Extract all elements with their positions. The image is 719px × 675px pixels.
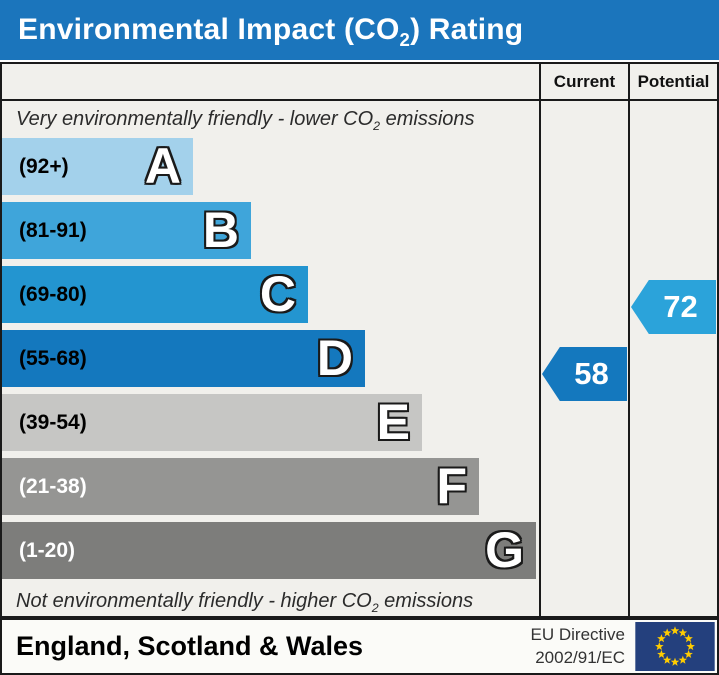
top-note: Very environmentally friendly - lower CO… xyxy=(16,108,475,133)
band-letter: B xyxy=(202,202,239,258)
band-letter: F xyxy=(436,458,467,514)
bands-column: Very environmentally friendly - lower CO… xyxy=(2,101,539,616)
band-range-label: (69-80) xyxy=(19,282,87,306)
band-row-a: (92+) A xyxy=(2,138,539,202)
band-bar-e: (39-54) E xyxy=(2,394,422,451)
band-bar-a: (92+) A xyxy=(2,138,193,195)
eu-flag-icon xyxy=(635,622,715,671)
band-row-g: (1-20) G xyxy=(2,522,539,586)
band-list: (92+) A (81-91) B (69-80) C xyxy=(2,138,539,586)
region-label: England, Scotland & Wales xyxy=(16,631,364,661)
band-range-label: (1-20) xyxy=(19,538,76,562)
eu-directive-text: EU Directive 2002/91/EC xyxy=(530,625,625,667)
band-range-label: (55-68) xyxy=(19,346,87,370)
potential-column-header: Potential xyxy=(628,64,717,101)
band-letter: A xyxy=(144,138,181,194)
band-letter: G xyxy=(485,522,524,578)
band-letter: D xyxy=(316,330,353,386)
bottom-note: Not environmentally friendly - higher CO… xyxy=(16,589,474,615)
band-bar-d: (55-68) D xyxy=(2,330,365,387)
band-letter: C xyxy=(259,266,296,322)
band-row-c: (69-80) C xyxy=(2,266,539,330)
band-range-label: (39-54) xyxy=(19,410,87,434)
band-range-label: (81-91) xyxy=(19,218,87,242)
band-bar-f: (21-38) F xyxy=(2,458,479,515)
band-bar-g: (1-20) G xyxy=(2,522,536,579)
current-value: 58 xyxy=(574,356,609,391)
chart-title-bar: Environmental Impact (CO2) Rating xyxy=(0,0,719,60)
potential-value: 72 xyxy=(663,289,698,324)
band-row-d: (55-68) D xyxy=(2,330,539,394)
rating-chart: Current Potential Very environmentally f… xyxy=(0,62,719,618)
current-column-header: Current xyxy=(539,64,628,101)
current-column: 58 xyxy=(539,101,628,616)
band-bar-c: (69-80) C xyxy=(2,266,308,323)
chart-title: Environmental Impact (CO2) Rating xyxy=(18,13,524,50)
footer: England, Scotland & Wales EU Directive 2… xyxy=(0,618,719,675)
band-range-label: (92+) xyxy=(19,154,69,178)
band-row-f: (21-38) F xyxy=(2,458,539,522)
potential-column: 72 xyxy=(628,101,717,616)
band-row-b: (81-91) B xyxy=(2,202,539,266)
band-letter: E xyxy=(376,394,410,450)
current-arrow: 58 xyxy=(542,347,627,401)
header-spacer-cell xyxy=(2,64,539,101)
band-row-e: (39-54) E xyxy=(2,394,539,458)
band-range-label: (21-38) xyxy=(19,474,87,498)
band-bar-b: (81-91) B xyxy=(2,202,251,259)
potential-arrow: 72 xyxy=(631,280,716,334)
